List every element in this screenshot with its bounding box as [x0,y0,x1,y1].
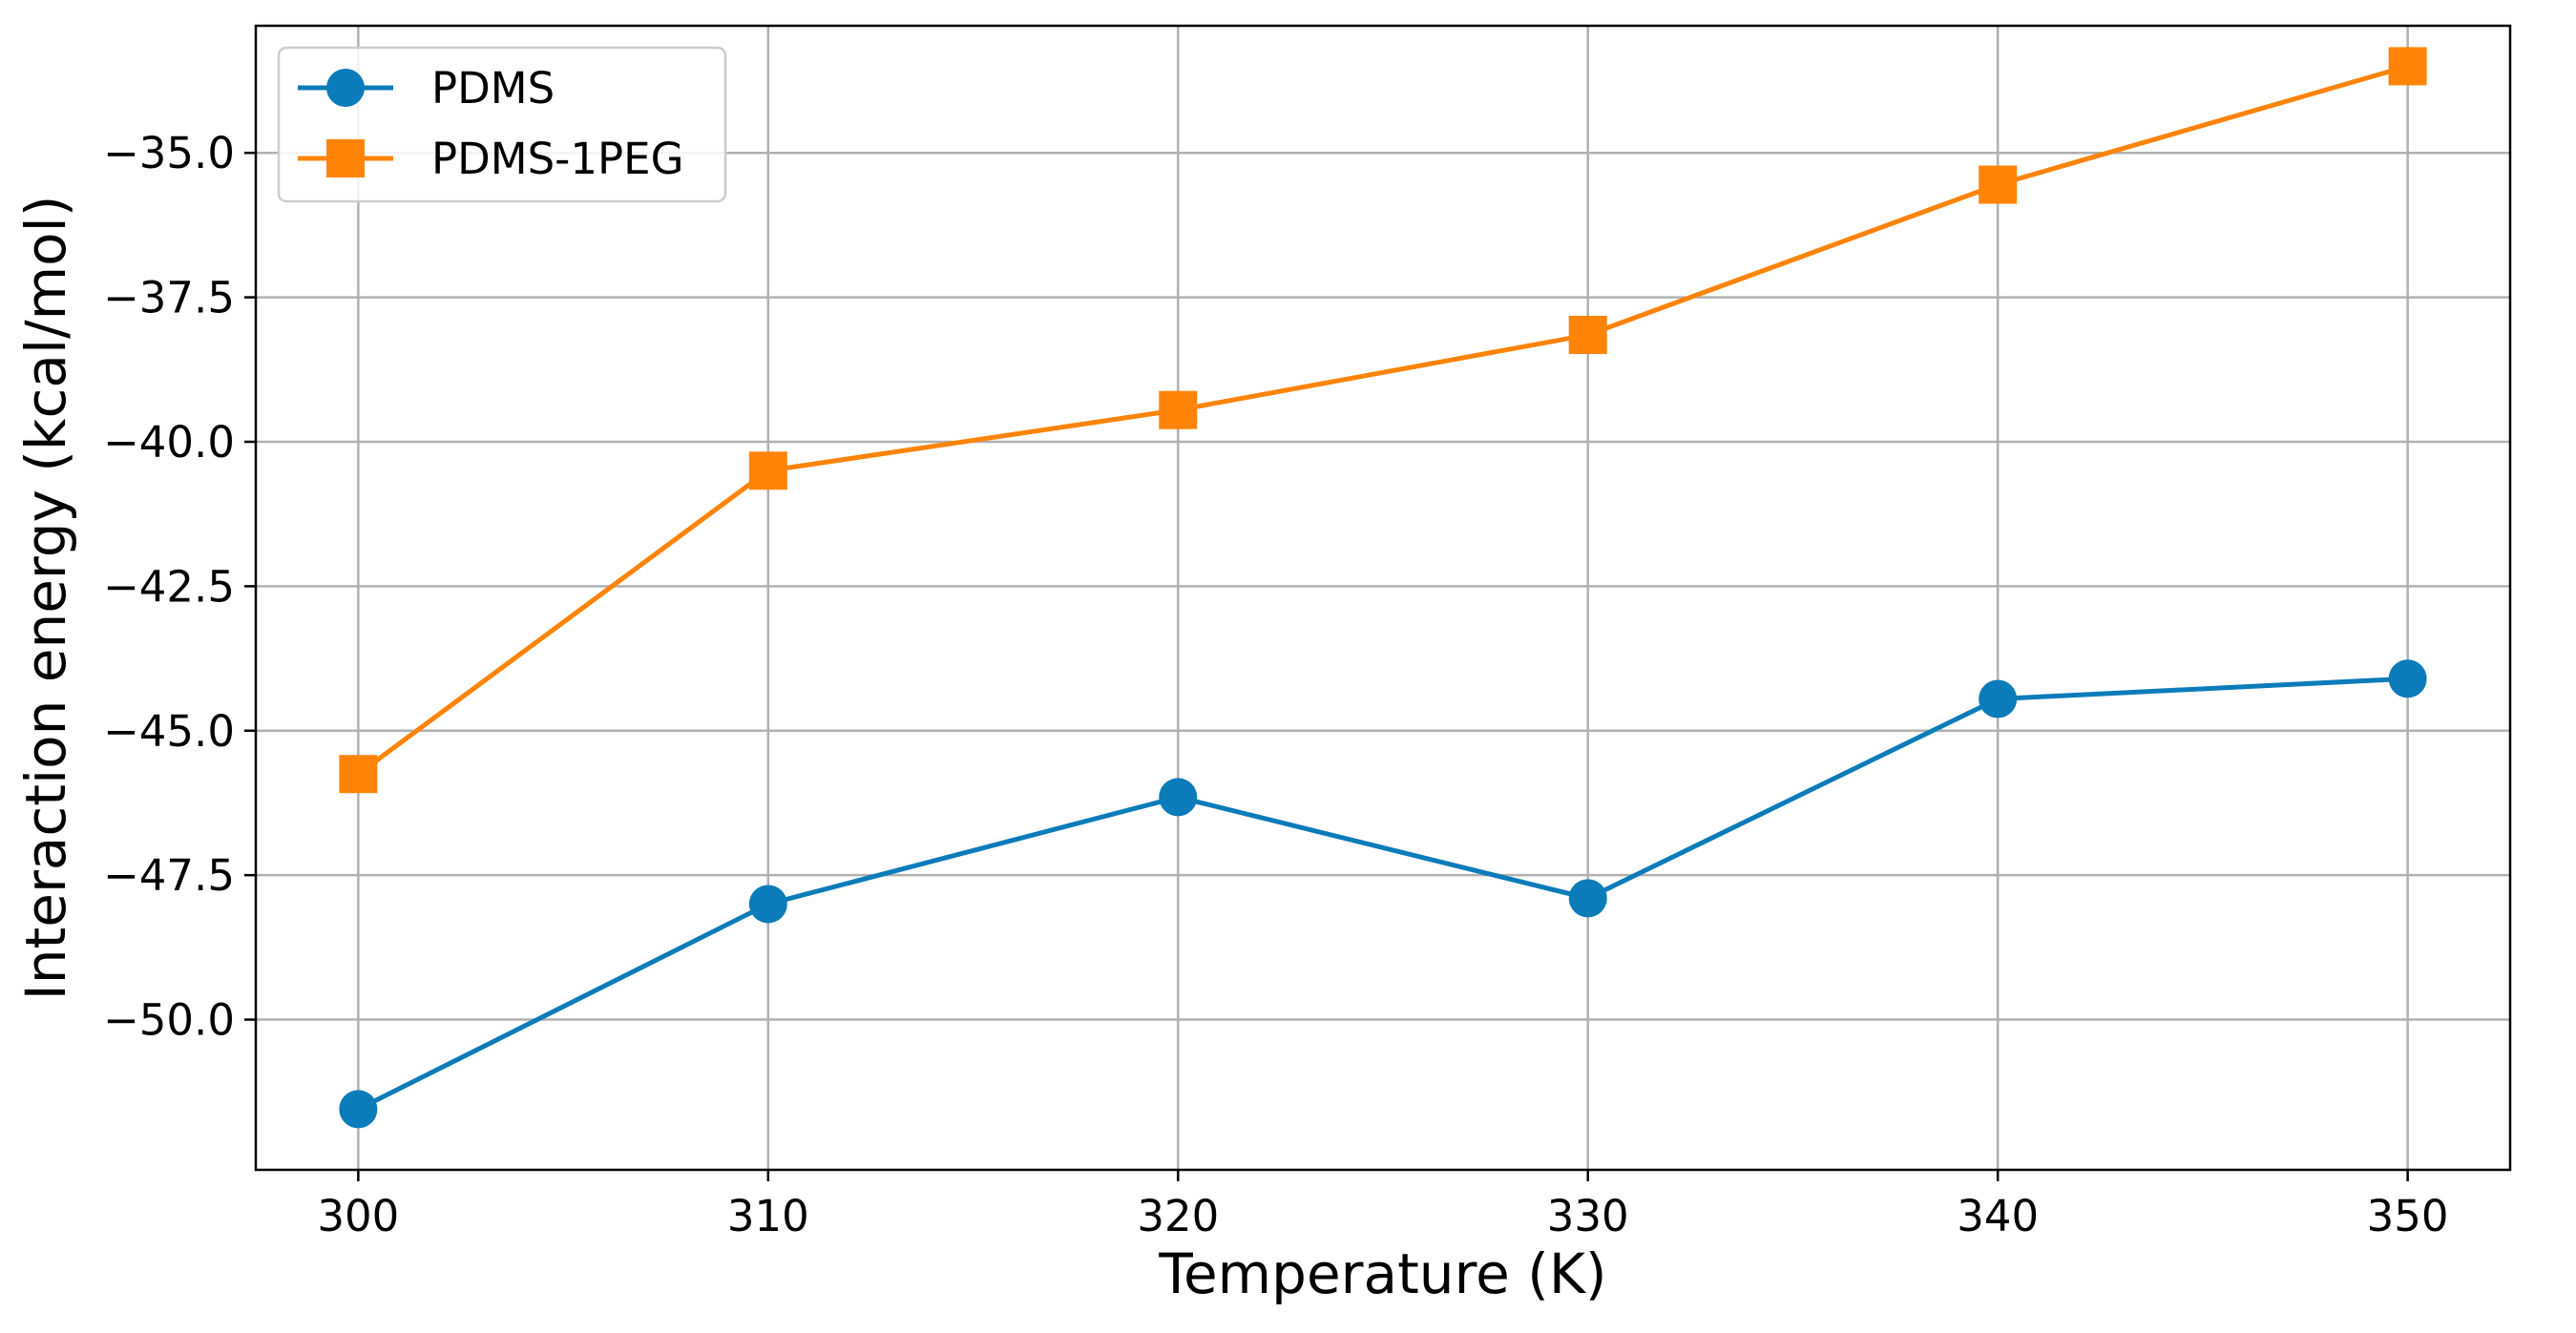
legend-label: PDMS [431,63,555,114]
plot-frame [254,24,2512,1172]
legend: PDMS PDMS-1PEG [277,46,727,203]
y-tick-label: −50.0 [103,995,235,1046]
data-point-square [1979,165,2018,204]
data-point-circle [326,69,365,107]
data-point-square [2388,47,2427,86]
data-point-circle [339,1090,378,1129]
y-tick-label: −37.5 [103,273,235,323]
y-tick-label: −47.5 [103,850,235,901]
y-tick-label: −35.0 [103,128,235,178]
data-point-square [339,755,378,794]
grid [256,26,2510,1170]
series-line [357,676,2408,1112]
y-axis-title: Interaction energy (kcal/mol) [13,196,78,1001]
x-axis-title: Temperature (K) [1158,1241,1606,1306]
x-tick-label: 300 [317,1191,399,1241]
axis-ticks: 300 310 320 330 340 350 −50.0 −47.5 −45.0 −42.5 −4… [103,128,2448,1241]
data-point-square [326,139,365,177]
data-point-square [748,451,787,490]
series-pdms-1peg [339,47,2427,794]
x-tick-label: 350 [2367,1191,2449,1241]
x-tick-label: 320 [1137,1191,1219,1241]
x-tick-label: 330 [1547,1191,1629,1241]
y-tick-label: −45.0 [103,706,235,757]
series-pdms [339,659,2427,1129]
data-point-circle [1979,679,2018,719]
series-line [356,63,2409,777]
x-tick-label: 340 [1957,1191,2039,1241]
data-point-circle [2388,659,2427,698]
data-point-square [1159,390,1198,429]
data-point-square [1568,315,1607,354]
legend-label: PDMS-1PEG [431,134,684,184]
data-point-circle [1159,778,1198,817]
y-tick-label: −42.5 [103,561,235,612]
y-tick-label: −40.0 [103,417,235,468]
data-point-circle [748,885,787,924]
series-layer [339,47,2427,1129]
data-point-circle [1568,879,1607,918]
x-tick-label: 310 [727,1191,809,1241]
